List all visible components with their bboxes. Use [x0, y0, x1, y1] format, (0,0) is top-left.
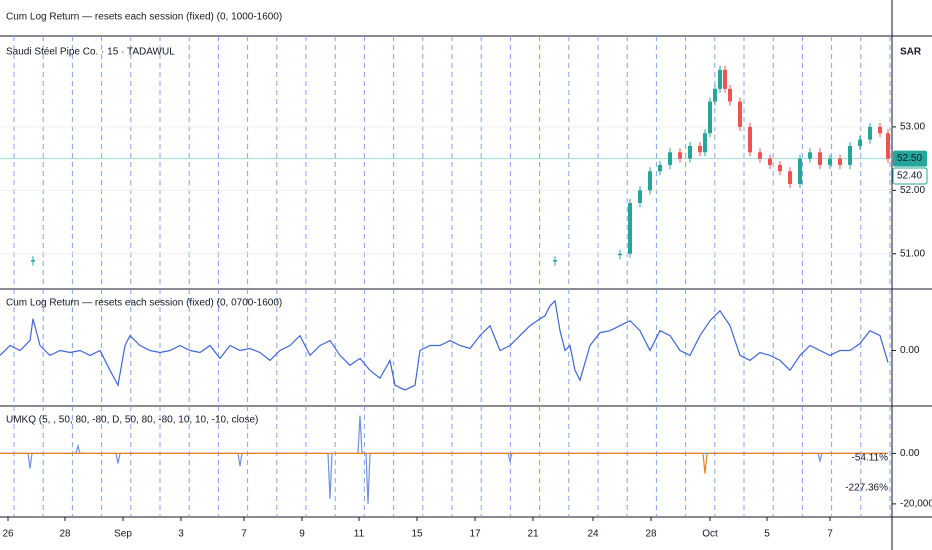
pane-title: Saudi Stéel Pipe Co. · 15 · TADAWUL	[6, 47, 175, 58]
candle	[713, 88, 717, 102]
candle	[738, 101, 742, 127]
candle	[778, 164, 782, 172]
x-tick-label: 26	[2, 529, 14, 540]
value-annotation: -54.11%	[851, 453, 888, 464]
candle	[723, 69, 727, 89]
value-annotation: -227.36%	[845, 483, 888, 494]
top-indicator-title: Cum Log Return — resets each session (fi…	[6, 12, 282, 23]
candle	[728, 88, 732, 102]
candle	[886, 133, 890, 159]
price-tag	[893, 150, 927, 167]
x-tick-label: 11	[354, 529, 365, 540]
y-tick-label: 53.00	[900, 122, 925, 133]
y-axis-unit: SAR	[900, 47, 922, 58]
y-tick-label: 0.00	[900, 448, 920, 459]
x-tick-label: Oct	[702, 529, 718, 540]
candle	[758, 152, 762, 159]
x-tick-label: Sep	[114, 529, 132, 540]
line-series	[0, 452, 888, 474]
candle	[628, 203, 632, 254]
candle	[638, 190, 642, 204]
candle	[31, 260, 35, 262]
candle	[678, 152, 682, 159]
candle	[748, 126, 752, 153]
candle	[658, 164, 662, 172]
candle	[768, 158, 772, 165]
candle	[708, 101, 712, 134]
x-tick-label: 7	[827, 529, 833, 540]
candle	[718, 69, 722, 89]
candle	[553, 260, 557, 262]
x-tick-label: 9	[299, 529, 305, 540]
y-tick-label: 51.00	[900, 248, 925, 259]
candle	[838, 158, 842, 165]
candle	[668, 152, 672, 165]
candle	[688, 145, 692, 159]
x-tick-label: 28	[645, 529, 657, 540]
candle	[858, 139, 862, 146]
x-tick-label: 3	[178, 529, 184, 540]
candle	[618, 253, 622, 256]
price-tag	[892, 167, 928, 185]
price-label: 52.40	[897, 171, 922, 182]
x-tick-label: 24	[587, 529, 599, 540]
y-tick-label: 52.00	[900, 185, 925, 196]
candle	[788, 171, 792, 184]
candle	[828, 158, 832, 165]
candle	[703, 133, 707, 153]
x-tick-label: 5	[764, 529, 770, 540]
x-tick-label: 28	[59, 529, 71, 540]
candle	[878, 126, 882, 134]
x-tick-label: 7	[241, 529, 247, 540]
pane-title: Cum Log Return — resets each session (fi…	[6, 298, 282, 309]
y-tick-label: 0.00	[900, 345, 920, 356]
x-tick-label: 21	[527, 529, 539, 540]
x-tick-label: 17	[469, 529, 481, 540]
line-series	[0, 415, 888, 504]
line-series	[0, 299, 889, 391]
candle	[698, 145, 702, 153]
candle	[648, 171, 652, 191]
pane-title: UMKQ (5, , 50, 80, -80, D, 50, 80, -80, …	[6, 415, 258, 426]
price-label: 52.50	[897, 153, 922, 164]
y-tick-label: -20,000.0	[900, 499, 932, 510]
candle	[848, 145, 852, 165]
candle	[808, 152, 812, 159]
candle	[798, 158, 802, 184]
candle	[868, 126, 872, 140]
candle	[818, 152, 822, 165]
x-tick-label: 15	[411, 529, 423, 540]
